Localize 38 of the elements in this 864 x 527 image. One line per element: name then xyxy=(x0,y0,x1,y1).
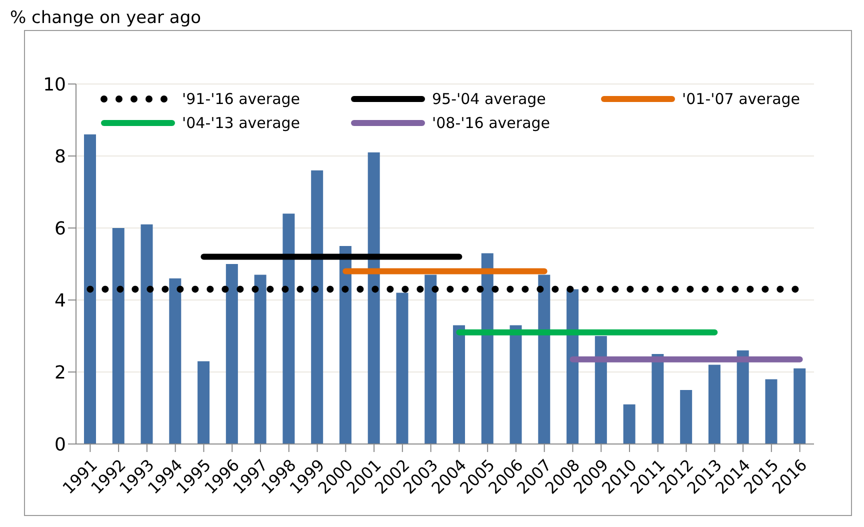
bar xyxy=(594,336,607,444)
bar xyxy=(84,134,96,444)
bar xyxy=(794,368,806,444)
bar xyxy=(254,274,266,444)
bar xyxy=(368,152,380,444)
bar xyxy=(481,253,494,444)
bar xyxy=(453,325,465,444)
legend-label: '04-'13 average xyxy=(182,114,300,132)
bar xyxy=(169,278,182,444)
bar xyxy=(424,274,437,444)
y-tick-label: 10 xyxy=(43,74,66,96)
bar xyxy=(566,289,579,444)
legend-label: 95-'04 average xyxy=(432,90,546,108)
legend-label: '91-'16 average xyxy=(182,90,300,108)
bar xyxy=(680,390,692,444)
bar xyxy=(708,364,720,444)
bar xyxy=(652,354,664,444)
y-tick-label: 0 xyxy=(54,434,66,456)
bar xyxy=(339,246,352,444)
bar xyxy=(282,214,295,444)
bar xyxy=(765,379,778,444)
legend-label: '08-'16 average xyxy=(432,114,550,132)
chart-title: % change on year ago xyxy=(9,8,202,28)
bar xyxy=(112,228,124,444)
legend-label: '01-'07 average xyxy=(682,90,800,108)
bar xyxy=(140,224,153,444)
bar xyxy=(510,325,522,444)
bar xyxy=(623,404,636,444)
bar xyxy=(311,170,324,444)
bar xyxy=(396,292,408,444)
y-tick-label: 4 xyxy=(54,290,66,312)
y-tick-label: 6 xyxy=(54,218,66,240)
bar xyxy=(538,274,550,444)
y-tick-label: 8 xyxy=(54,146,66,168)
bar xyxy=(198,361,210,444)
y-tick-label: 2 xyxy=(54,362,66,384)
bar xyxy=(736,350,749,444)
bar xyxy=(226,264,238,444)
